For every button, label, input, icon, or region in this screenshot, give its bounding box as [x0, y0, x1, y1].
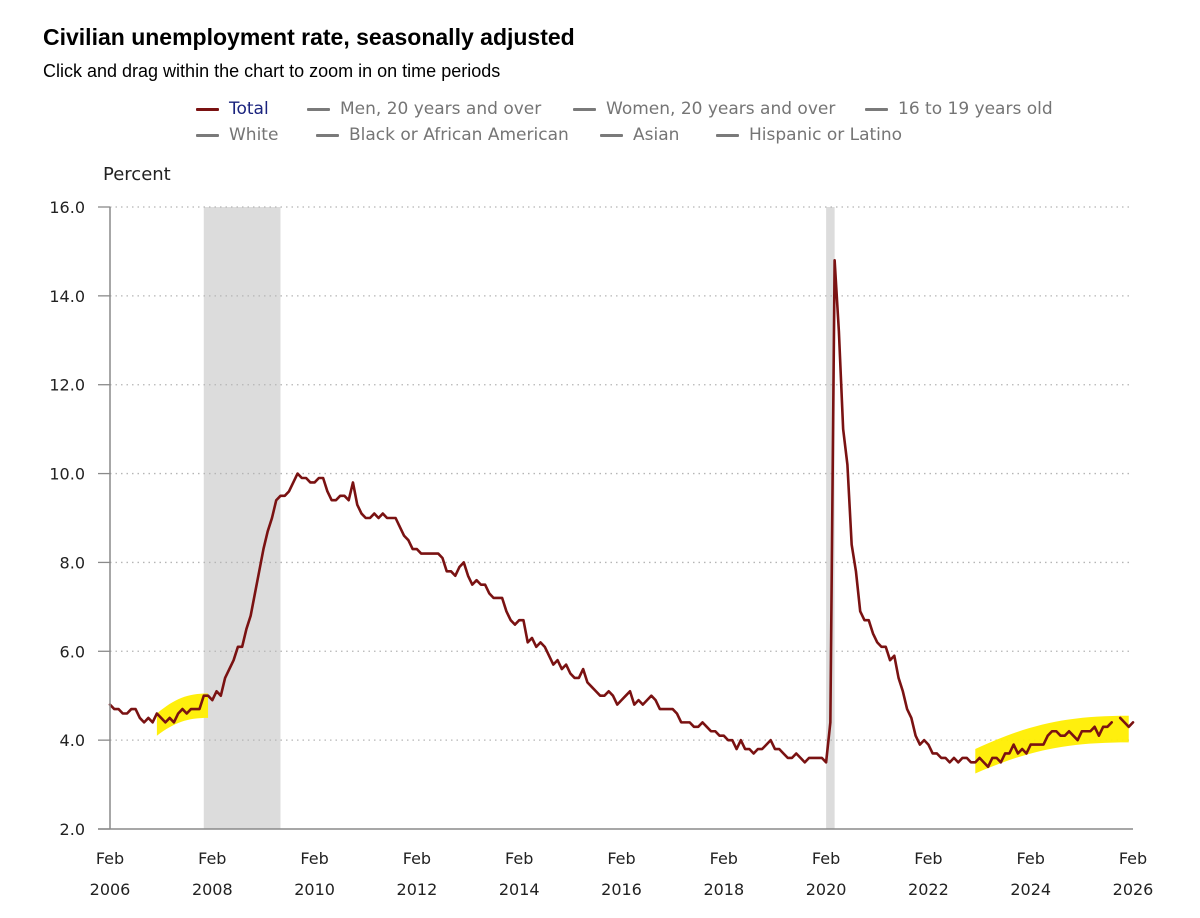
x-tick-year-2006: 2006	[90, 880, 131, 899]
legend-swatch-white	[196, 133, 219, 137]
legend-label-16-to-19: 16 to 19 years old	[898, 99, 1053, 119]
x-tick-year-2020: 2020	[806, 880, 847, 899]
x-tick-month-2022: Feb	[914, 849, 942, 868]
legend-item-16-to-19[interactable]: 16 to 19 years old	[865, 99, 1053, 119]
x-tick-month-2006: Feb	[96, 849, 124, 868]
chart-title: Civilian unemployment rate, seasonally a…	[43, 24, 575, 50]
x-tick-year-2010: 2010	[294, 880, 335, 899]
x-tick-labels: Feb 2006 Feb 2008 Feb 2010 Feb 2012 Feb 2014 Feb 20…	[90, 849, 1154, 899]
recession-band-1	[203, 207, 281, 829]
x-tick-month-2008: Feb	[198, 849, 226, 868]
x-tick-year-2008: 2008	[192, 880, 233, 899]
highlight-band-1	[156, 693, 209, 736]
legend-swatch-16-to-19	[865, 107, 888, 111]
y-tick-label-8.0: 8.0	[60, 553, 85, 572]
legend-item-asian[interactable]: Asian	[600, 125, 679, 145]
legend-item-hispanic-or-latino[interactable]: Hispanic or Latino	[716, 125, 902, 145]
y-axis-title: Percent	[103, 164, 171, 185]
legend-item-men-20-and-over[interactable]: Men, 20 years and over	[307, 99, 541, 119]
x-tick-year-2018: 2018	[703, 880, 744, 899]
legend-item-total[interactable]: Total	[196, 99, 269, 119]
legend-label-women: Women, 20 years and over	[606, 99, 836, 119]
highlight-band-2	[975, 715, 1129, 774]
series-lines	[108, 259, 1135, 769]
legend-item-women-20-and-over[interactable]: Women, 20 years and over	[573, 99, 835, 119]
legend-label-total: Total	[229, 99, 269, 119]
x-tick-month-2010: Feb	[300, 849, 328, 868]
legend-swatch-asian	[600, 133, 623, 137]
legend-label-men: Men, 20 years and over	[340, 99, 542, 119]
x-tick-month-2014: Feb	[505, 849, 533, 868]
x-tick-year-2026: 2026	[1113, 880, 1154, 899]
x-tick-month-2016: Feb	[607, 849, 635, 868]
legend-swatch-men	[307, 107, 330, 111]
legend-swatch-hispanic	[716, 133, 739, 137]
series-line-total	[108, 259, 1135, 769]
y-tick-labels: 2.0 4.0 6.0 8.0 10.0 12.0 14.0 16.0	[49, 198, 85, 839]
recession-band-2	[826, 207, 835, 829]
chart-subtitle: Click and drag within the chart to zoom …	[43, 61, 501, 81]
x-tick-year-2014: 2014	[499, 880, 540, 899]
y-tick-label-10.0: 10.0	[49, 465, 85, 484]
legend-item-white[interactable]: White	[196, 125, 278, 145]
y-tick-label-2.0: 2.0	[60, 820, 85, 839]
y-tick-label-14.0: 14.0	[49, 287, 85, 306]
gridlines	[110, 206, 1133, 741]
y-tick-label-16.0: 16.0	[49, 198, 85, 217]
y-tick-label-12.0: 12.0	[49, 376, 85, 395]
legend-swatch-total	[196, 107, 219, 111]
x-tick-month-2026: Feb	[1119, 849, 1147, 868]
x-tick-year-2022: 2022	[908, 880, 949, 899]
y-tick-label-4.0: 4.0	[60, 731, 85, 750]
legend-label-asian: Asian	[633, 125, 680, 145]
x-tick-month-2020: Feb	[812, 849, 840, 868]
x-tick-year-2016: 2016	[601, 880, 642, 899]
x-tick-month-2018: Feb	[710, 849, 738, 868]
y-tick-label-6.0: 6.0	[60, 642, 85, 661]
recession-bands	[203, 207, 835, 829]
legend-swatch-black	[316, 133, 339, 137]
legend-label-hispanic: Hispanic or Latino	[749, 125, 903, 145]
legend-label-black: Black or African American	[349, 125, 569, 145]
x-tick-month-2012: Feb	[403, 849, 431, 868]
x-tick-month-2024: Feb	[1017, 849, 1045, 868]
x-tick-year-2012: 2012	[397, 880, 438, 899]
x-tick-year-2024: 2024	[1010, 880, 1051, 899]
legend-swatch-women	[573, 107, 596, 111]
axes	[98, 206, 1133, 830]
legend-label-white: White	[229, 125, 279, 145]
legend-item-black-or-african-american[interactable]: Black or African American	[316, 125, 569, 145]
